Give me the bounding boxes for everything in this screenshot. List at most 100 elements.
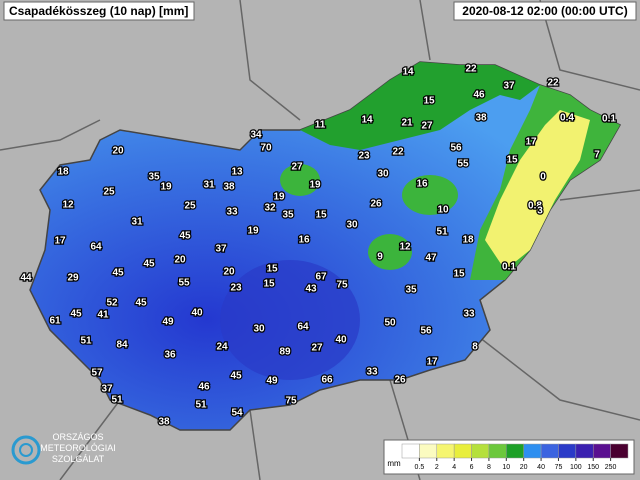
station-value: 9 <box>377 252 383 263</box>
station-value: 37 <box>101 384 113 395</box>
station-value: 19 <box>309 180 321 191</box>
station-value: 15 <box>506 155 518 166</box>
station-value: 12 <box>399 242 411 253</box>
station-value: 25 <box>184 201 196 212</box>
station-value: 38 <box>475 113 487 124</box>
station-value: 37 <box>215 244 227 255</box>
legend-swatch <box>523 443 542 459</box>
station-value: 38 <box>158 417 170 428</box>
station-value: 30 <box>346 220 358 231</box>
station-value: 51 <box>436 227 448 238</box>
station-value: 26 <box>370 199 382 210</box>
station-value: 66 <box>321 375 333 386</box>
station-value: 0 <box>540 172 546 183</box>
station-value: 51 <box>111 395 123 406</box>
station-value: 34 <box>250 130 262 141</box>
station-value: 32 <box>264 203 276 214</box>
legend-tick-label: 20 <box>520 464 528 471</box>
legend-tick-label: 4 <box>452 464 456 471</box>
station-value: 30 <box>253 324 265 335</box>
station-value: 19 <box>160 182 172 193</box>
station-value: 0.1 <box>502 262 516 273</box>
legend-swatch <box>453 443 472 459</box>
station-value: 27 <box>291 162 303 173</box>
station-value: 41 <box>97 310 109 321</box>
legend-tick-label: 2 <box>435 464 439 471</box>
station-value: 49 <box>162 317 174 328</box>
station-value: 49 <box>266 376 278 387</box>
station-value: 56 <box>420 326 432 337</box>
station-value: 44 <box>20 273 32 284</box>
station-value: 37 <box>503 81 515 92</box>
station-value: 12 <box>62 200 74 211</box>
legend-tick-label: 8 <box>487 464 491 471</box>
green-area <box>300 62 540 150</box>
station-value: 15 <box>266 264 278 275</box>
station-value: 15 <box>453 269 465 280</box>
station-value: 17 <box>426 357 438 368</box>
station-value: 13 <box>231 167 243 178</box>
station-value: 64 <box>90 242 102 253</box>
station-value: 7 <box>594 150 600 161</box>
station-value: 30 <box>377 169 389 180</box>
station-value: 45 <box>112 268 124 279</box>
logo-text: SZOLGÁLAT <box>52 454 105 464</box>
legend-tick-label: 0.5 <box>415 464 425 471</box>
station-value: 17 <box>525 137 537 148</box>
legend-tick-label: 10 <box>502 464 510 471</box>
station-value: 23 <box>358 151 370 162</box>
station-value: 55 <box>457 159 469 170</box>
legend-swatch <box>436 443 455 459</box>
green-area <box>280 164 320 196</box>
station-value: 50 <box>384 318 396 329</box>
station-value: 67 <box>315 272 327 283</box>
station-value: 22 <box>465 64 477 75</box>
station-value: 20 <box>223 267 235 278</box>
station-value: 45 <box>230 371 242 382</box>
station-value: 22 <box>392 147 404 158</box>
station-value: 18 <box>57 167 69 178</box>
legend-swatch <box>471 443 490 459</box>
station-value: 11 <box>315 120 326 131</box>
station-value: 31 <box>203 180 215 191</box>
station-value: 20 <box>174 255 186 266</box>
station-value: 46 <box>473 90 485 101</box>
time-box <box>453 1 637 21</box>
logo-text: ORSZÁGOS <box>52 432 103 442</box>
station-value: 54 <box>231 408 243 419</box>
legend-swatch <box>506 443 524 459</box>
logo-icon <box>19 443 33 457</box>
legend-swatch <box>592 443 611 459</box>
station-value: 52 <box>106 298 118 309</box>
station-value: 47 <box>425 253 437 264</box>
station-value: 56 <box>450 143 462 154</box>
station-value: 10 <box>437 205 449 216</box>
station-value: 19 <box>273 192 285 203</box>
station-value: 36 <box>164 350 176 361</box>
station-value: 75 <box>285 396 297 407</box>
legend-tick-label: 6 <box>470 464 474 471</box>
station-value: 19 <box>247 226 259 237</box>
station-value: 20 <box>112 146 124 157</box>
station-value: 64 <box>297 322 309 333</box>
yellow-area <box>485 110 590 270</box>
station-value: 24 <box>216 342 228 353</box>
station-value: 45 <box>70 309 82 320</box>
station-value: 26 <box>394 375 406 386</box>
legend-swatch <box>540 443 559 459</box>
station-value: 29 <box>67 273 79 284</box>
timestamp: 2020-08-12 02:00 (00:00 UTC) <box>462 4 627 18</box>
station-value: 33 <box>226 207 238 218</box>
station-value: 14 <box>402 67 414 78</box>
station-value: 61 <box>49 316 61 327</box>
logo-icon <box>11 435 41 465</box>
title-box <box>3 1 195 21</box>
station-value: 17 <box>54 236 66 247</box>
station-value: 0.1 <box>602 114 616 125</box>
station-value: 33 <box>366 367 378 378</box>
station-value: 45 <box>143 259 155 270</box>
station-value: 0.8 <box>528 201 542 212</box>
legend-swatch <box>488 443 507 459</box>
green-area <box>368 234 412 270</box>
station-value: 51 <box>195 400 207 411</box>
